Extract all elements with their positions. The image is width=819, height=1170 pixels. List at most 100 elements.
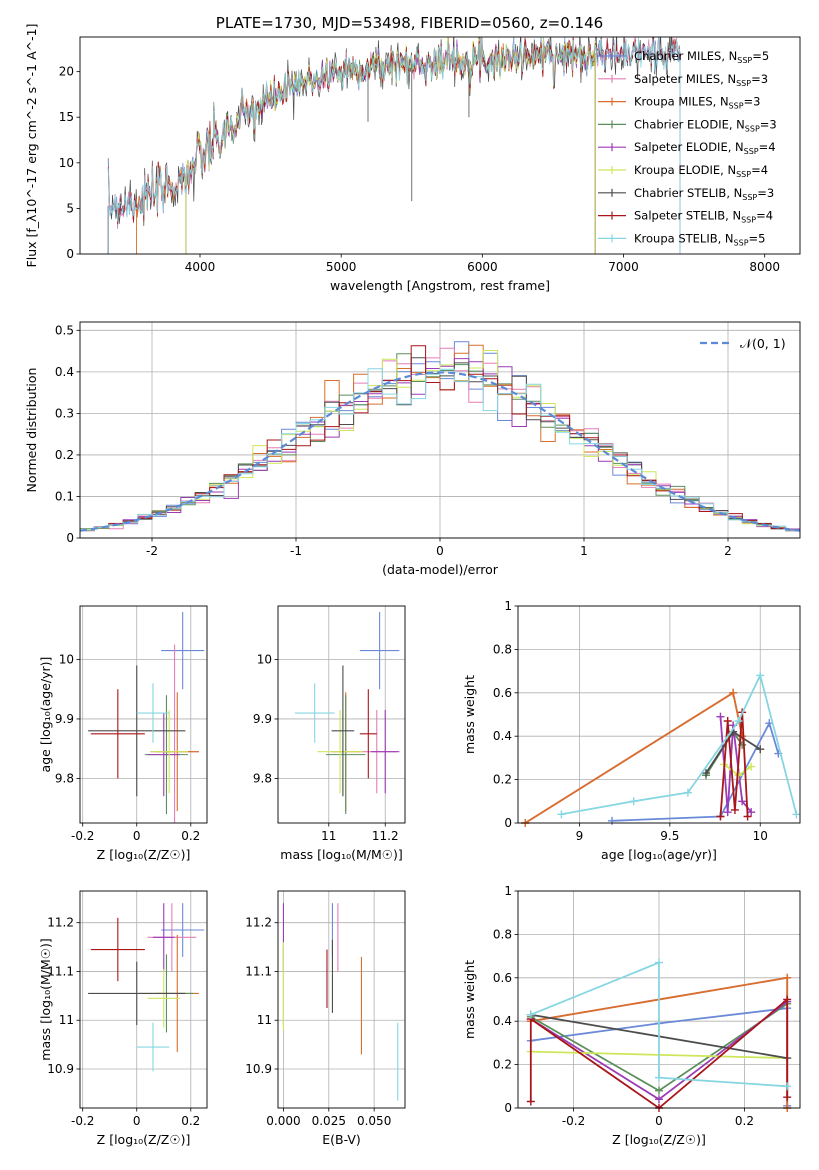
legend-label-tail: =4 bbox=[759, 140, 776, 154]
y-tick-label: 10 bbox=[59, 156, 74, 170]
x-tick-label: 9.5 bbox=[660, 829, 679, 843]
legend-label-tail: =4 bbox=[756, 209, 773, 223]
x-axis-label: E(B-V) bbox=[322, 1132, 361, 1147]
mass_age-axes: 11 11.2 9.8 9.9 10 mass [log₁₀(M/M☉)] bbox=[253, 606, 405, 862]
x-tick-label: -0.2 bbox=[71, 1114, 94, 1128]
legend-label-text: Salpeter STELIB, N bbox=[634, 209, 741, 223]
legend-label-sub: SSP bbox=[741, 216, 756, 225]
weight-marker bbox=[716, 812, 725, 821]
x-tick-label: 7000 bbox=[608, 260, 639, 274]
weight-marker bbox=[730, 805, 739, 814]
y-tick-label: 0.2 bbox=[493, 1058, 512, 1072]
legend-label-text: Kroupa MILES, N bbox=[634, 95, 729, 109]
x-tick-label: -2 bbox=[146, 544, 158, 558]
y-tick-label: 0.3 bbox=[55, 406, 74, 420]
legend-label-normal: 𝒩(0, 1) bbox=[740, 336, 786, 351]
x-axis-label: (data-model)/error bbox=[382, 562, 499, 577]
weight-marker bbox=[702, 769, 710, 778]
y-tick-label: 11 bbox=[59, 1013, 74, 1027]
weight-marker bbox=[526, 1097, 535, 1106]
x-tick-label: 0.050 bbox=[357, 1114, 391, 1128]
weight-marker bbox=[526, 1010, 535, 1019]
legend-label-tail: =3 bbox=[751, 72, 768, 86]
y-axis-label: age [log₁₀(age/yr)] bbox=[38, 657, 53, 773]
spectrum-series-line bbox=[107, 37, 681, 222]
y-tick-label: 0.6 bbox=[493, 686, 512, 700]
legend-label-sub: SSP bbox=[737, 56, 752, 65]
x-tick-label: 11 bbox=[321, 829, 336, 843]
x-tick-label: 8000 bbox=[749, 260, 780, 274]
y-tick-label: 0 bbox=[504, 816, 512, 830]
x-tick-label: -0.2 bbox=[71, 829, 94, 843]
y-tick-label: 11 bbox=[257, 1013, 272, 1027]
weight-marker bbox=[783, 973, 792, 982]
weight-line bbox=[530, 961, 788, 1088]
x-tick-label: 0.2 bbox=[735, 1114, 754, 1128]
y-tick-label: 10 bbox=[257, 653, 272, 667]
legend-label-tail: =4 bbox=[751, 163, 768, 177]
y-tick-label: 9.9 bbox=[55, 712, 74, 726]
y-tick-label: 0.5 bbox=[55, 323, 74, 337]
legend-label: Kroupa STELIB, NSSP=5 bbox=[634, 231, 765, 247]
y-tick-label: 0 bbox=[66, 531, 74, 545]
weight-marker bbox=[756, 745, 765, 754]
weight-line bbox=[561, 672, 798, 816]
plot-frame bbox=[79, 36, 801, 255]
y-tick-label: 9.9 bbox=[253, 712, 272, 726]
legend-label-text: Chabrier ELODIE, N bbox=[634, 117, 745, 131]
y-tick-label: 0.4 bbox=[493, 1014, 512, 1028]
weight-line bbox=[611, 720, 780, 822]
x-tick-label: 1 bbox=[580, 544, 588, 558]
weight-marker bbox=[738, 797, 747, 806]
y-tick-label: 1 bbox=[504, 599, 512, 613]
weight-marker bbox=[747, 808, 756, 817]
x-tick-label: 2 bbox=[724, 544, 732, 558]
z_age-axes: -0.2 0 0.2 9.8 9.9 10 Z [log₁₀(Z/Z☉)] age [log₁… bbox=[38, 606, 207, 862]
x-axis-label: Z [log₁₀(Z/Z☉)] bbox=[97, 1132, 191, 1147]
legend-label-text: Chabrier MILES, N bbox=[634, 49, 737, 63]
legend-label-text: Kroupa STELIB, N bbox=[634, 231, 734, 245]
weight-marker bbox=[783, 995, 792, 1004]
weight-marker bbox=[734, 717, 743, 726]
y-tick-label: 11.2 bbox=[47, 916, 74, 930]
age_weight-axes: 9 9.5 10 0 0.2 0.4 0.6 0.8 1 age [log₁₀(age/yr)] m… bbox=[462, 599, 801, 862]
weight-marker bbox=[747, 762, 756, 771]
x-tick-label: -1 bbox=[290, 544, 302, 558]
weight-marker bbox=[729, 688, 738, 697]
legend-label-sub: SSP bbox=[744, 147, 759, 156]
plot-frame bbox=[79, 321, 801, 539]
y-axis-label: mass weight bbox=[462, 675, 477, 754]
weight-marker bbox=[655, 1095, 663, 1104]
legend-label: Salpeter MILES, NSSP=3 bbox=[634, 72, 768, 88]
legend-label-tail: =5 bbox=[752, 49, 769, 63]
weight-marker bbox=[723, 717, 732, 726]
x-tick-label: 0.000 bbox=[266, 1114, 300, 1128]
legend-label: Kroupa MILES, NSSP=3 bbox=[634, 95, 760, 111]
plot-frame bbox=[277, 605, 406, 824]
x-axis-label: wavelength [Angstrom, rest frame] bbox=[330, 278, 550, 293]
plot-frame bbox=[277, 890, 406, 1109]
y-tick-label: 5 bbox=[66, 201, 74, 215]
legend-label-tail: =3 bbox=[757, 186, 774, 200]
x-axis-label: Z [log₁₀(Z/Z☉)] bbox=[612, 1132, 706, 1147]
y-tick-label: 0.6 bbox=[493, 971, 512, 985]
y-tick-label: 11.2 bbox=[245, 916, 272, 930]
legend-label-sub: SSP bbox=[734, 238, 749, 247]
x-axis-label: Z [log₁₀(Z/Z☉)] bbox=[97, 847, 191, 862]
y-tick-label: 0.2 bbox=[493, 773, 512, 787]
weight-marker bbox=[716, 712, 725, 721]
x-axis-label: mass [log₁₀(M/M☉)] bbox=[280, 847, 402, 862]
legend-label: Chabrier ELODIE, NSSP=3 bbox=[634, 117, 777, 133]
x-tick-label: 0 bbox=[436, 544, 444, 558]
weight-marker bbox=[655, 958, 663, 967]
legend-label-tail: =3 bbox=[760, 117, 777, 131]
y-tick-label: 0.8 bbox=[493, 642, 512, 656]
z_mass-axes: -0.2 0 0.2 10.9 11 11.1 11.2 Z [log₁₀(Z/Z☉)] mas… bbox=[38, 891, 207, 1147]
x-tick-label: 0.025 bbox=[312, 1114, 346, 1128]
residuals-axes: -2 -1 0 1 2 0 0.1 0.2 0.3 0.4 0.5 (data-model)/erro… bbox=[24, 322, 801, 577]
y-tick-label: 10 bbox=[59, 653, 74, 667]
y-tick-label: 11.1 bbox=[47, 964, 74, 978]
y-tick-label: 11.1 bbox=[245, 964, 272, 978]
